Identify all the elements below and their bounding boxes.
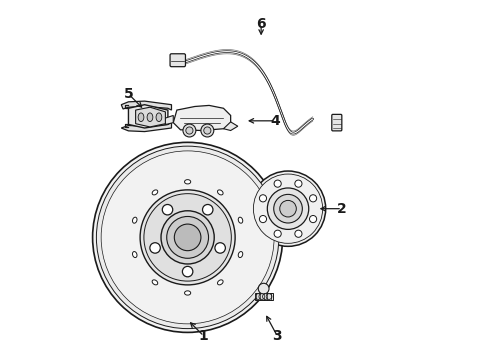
Ellipse shape (185, 180, 191, 184)
Circle shape (259, 195, 267, 202)
Ellipse shape (138, 113, 144, 122)
Circle shape (274, 194, 302, 223)
Circle shape (93, 142, 283, 332)
Circle shape (162, 204, 173, 215)
Circle shape (258, 283, 269, 294)
Circle shape (167, 216, 209, 258)
FancyBboxPatch shape (332, 114, 342, 131)
Circle shape (268, 188, 309, 229)
Ellipse shape (132, 252, 137, 257)
Polygon shape (173, 105, 231, 131)
Text: 5: 5 (123, 87, 133, 101)
Polygon shape (163, 116, 173, 125)
Circle shape (280, 201, 296, 217)
Ellipse shape (218, 280, 223, 285)
Text: 2: 2 (337, 202, 347, 216)
Ellipse shape (185, 291, 191, 295)
Polygon shape (136, 107, 166, 127)
Polygon shape (128, 105, 168, 128)
Circle shape (215, 243, 225, 253)
Circle shape (144, 194, 231, 281)
Ellipse shape (132, 217, 137, 223)
Circle shape (186, 127, 193, 134)
Ellipse shape (152, 190, 158, 195)
Text: 3: 3 (272, 329, 282, 343)
Circle shape (266, 294, 272, 300)
Circle shape (183, 124, 196, 137)
Circle shape (204, 127, 211, 134)
Circle shape (255, 294, 261, 300)
Circle shape (161, 211, 214, 264)
Text: 4: 4 (270, 114, 280, 128)
Polygon shape (122, 101, 172, 110)
Ellipse shape (152, 280, 158, 285)
Text: 6: 6 (256, 17, 266, 31)
Circle shape (150, 243, 160, 253)
Ellipse shape (147, 113, 153, 122)
Circle shape (310, 216, 317, 222)
Ellipse shape (238, 217, 243, 223)
Circle shape (274, 180, 281, 187)
Ellipse shape (156, 113, 162, 122)
Circle shape (253, 174, 323, 243)
Circle shape (259, 216, 267, 222)
Bar (255, 293, 272, 300)
FancyBboxPatch shape (170, 54, 186, 67)
Circle shape (202, 204, 213, 215)
Circle shape (263, 294, 269, 300)
Polygon shape (223, 122, 238, 131)
Circle shape (174, 224, 201, 251)
Polygon shape (122, 123, 172, 132)
Circle shape (101, 151, 274, 324)
Ellipse shape (218, 190, 223, 195)
Circle shape (201, 124, 214, 137)
Circle shape (140, 190, 235, 285)
Circle shape (259, 294, 265, 300)
Circle shape (274, 230, 281, 237)
Text: 1: 1 (199, 329, 209, 343)
Circle shape (250, 171, 326, 246)
Ellipse shape (238, 252, 243, 257)
Circle shape (295, 180, 302, 187)
Circle shape (295, 230, 302, 237)
Circle shape (97, 146, 279, 329)
Circle shape (182, 266, 193, 277)
Circle shape (310, 195, 317, 202)
